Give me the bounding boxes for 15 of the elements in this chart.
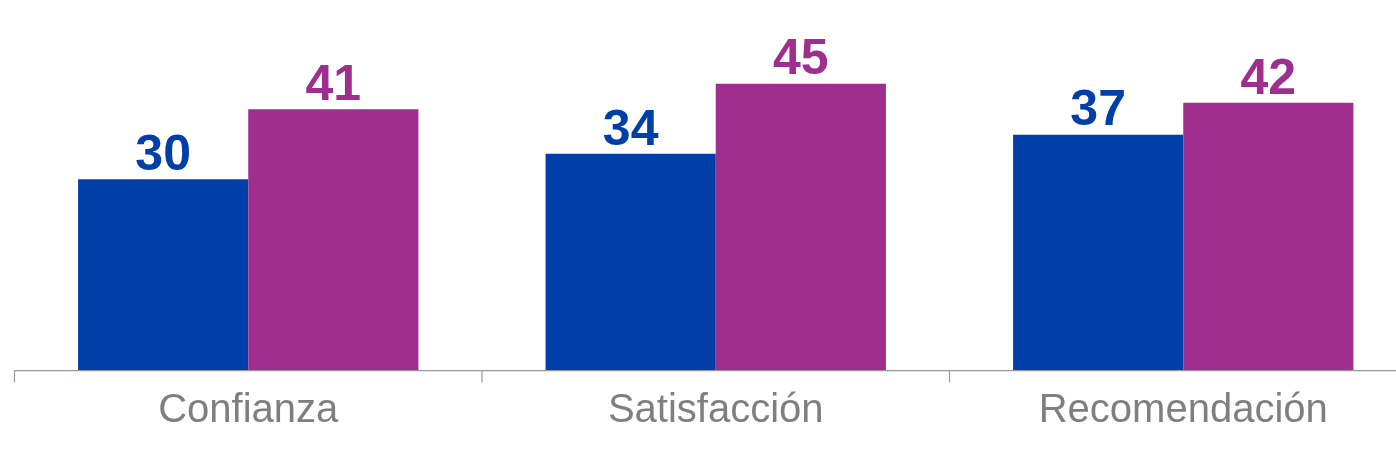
bar [1183, 102, 1354, 371]
data-label: 45 [773, 29, 829, 86]
data-label: 41 [305, 54, 362, 111]
bar [715, 83, 886, 371]
x-tick-label: Confianza [158, 386, 340, 431]
bar [1013, 134, 1184, 371]
data-label: 30 [135, 125, 191, 182]
bar [545, 153, 716, 371]
data-label: 34 [602, 99, 659, 156]
data-label: 42 [1240, 48, 1297, 105]
data-label: 37 [1070, 80, 1126, 137]
x-tick-label: Recomendación [1038, 386, 1328, 431]
bar [78, 179, 249, 371]
x-tick-label: Satisfacción [607, 386, 824, 431]
bar [248, 109, 419, 371]
